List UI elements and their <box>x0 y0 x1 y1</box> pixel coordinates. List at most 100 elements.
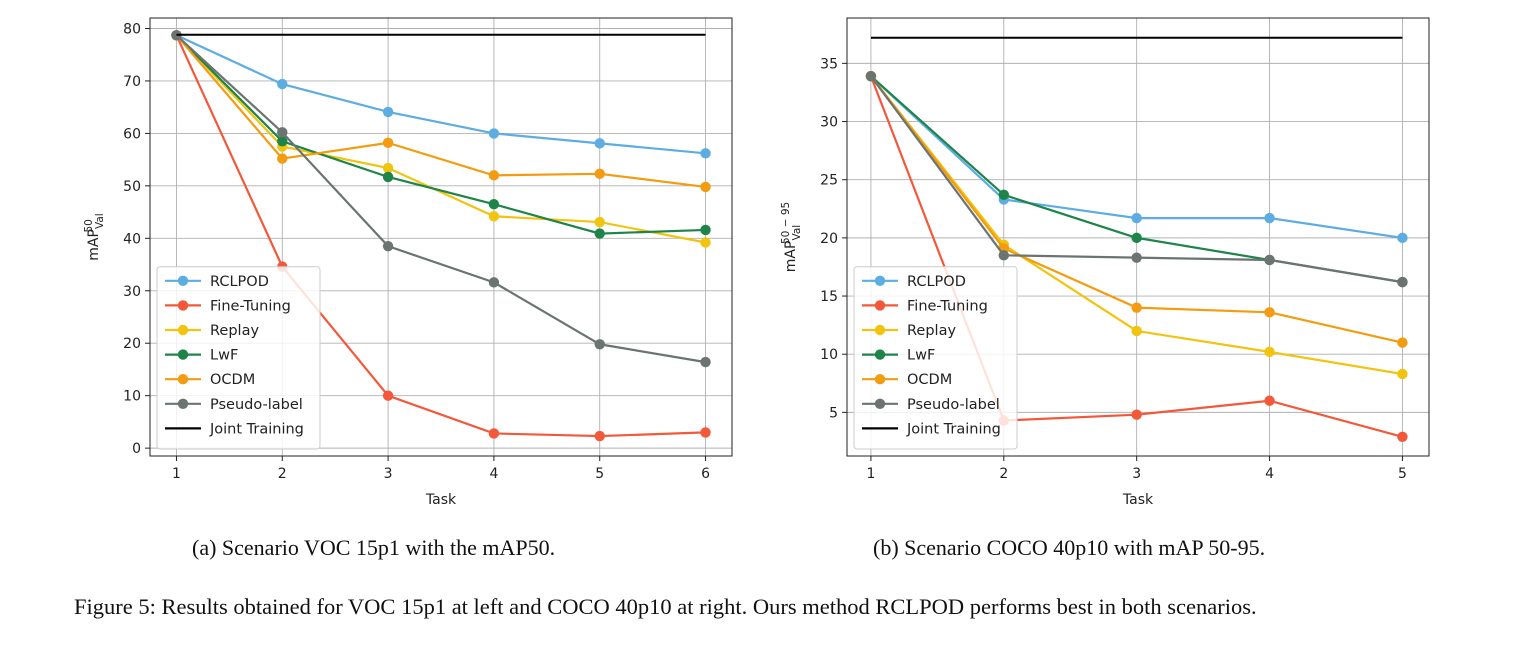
a-series-lwf-point-4 <box>488 199 500 210</box>
a-x-axis-label: Task <box>425 492 457 508</box>
b-y-tick-label-35: 35 <box>820 56 838 72</box>
a-series-lwf-point-2 <box>277 136 288 147</box>
a-series-ocdm-point-4 <box>488 170 500 181</box>
b-legend-ocdm-label: OCDM <box>907 372 952 388</box>
b-legend-lwf-marker <box>874 349 886 360</box>
b-legend-fine-tuning-marker <box>874 300 886 311</box>
a-y-tick-label-20: 20 <box>123 336 141 352</box>
chart-coco-40p10: 1 2 3 4 5 5 10 15 20 25 30 35 Task mAPVal50 − 95 RCLPO… <box>780 17 1430 508</box>
a-series-pseudo-label-point-3 <box>382 240 394 252</box>
b-y-tick-label-30: 30 <box>820 115 838 131</box>
subcaption-a: (a) Scenario VOC 15p1 with the mAP50. <box>192 535 556 560</box>
a-legend-pseudo-label-marker <box>177 398 189 409</box>
b-legend-lwf-label: LwF <box>907 348 935 364</box>
b-y-tick-label-20: 20 <box>820 231 838 247</box>
a-legend-fine-tuning-label: Fine-Tuning <box>210 298 291 314</box>
a-series-rclpod-point-2 <box>277 78 288 90</box>
a-series-rclpod-point-3 <box>382 106 394 118</box>
a-legend-pseudo-label-label: Pseudo-label <box>210 397 303 413</box>
figure-caption: Figure 5: Results obtained for VOC 15p1 … <box>74 594 1257 619</box>
b-series-pseudo-label-point-2 <box>998 250 1009 261</box>
a-series-replay-point-6 <box>700 237 711 248</box>
a-legend-replay-marker <box>177 324 189 336</box>
a-series-lwf-line <box>175 34 706 235</box>
a-series-fine-tuning-point-6 <box>700 427 711 438</box>
a-series-ocdm-point-2 <box>277 153 288 164</box>
b-series-fine-tuning-point-5 <box>1397 431 1408 443</box>
a-series-lwf-point-5 <box>594 228 605 239</box>
a-series-pseudo-label-line <box>175 34 706 364</box>
b-series-pseudo-label-point-4 <box>1264 254 1275 266</box>
b-legend-pseudo-label-label: Pseudo-label <box>907 397 1000 413</box>
b-y-tick-label-5: 5 <box>829 405 838 421</box>
b-y-axis-label: mAPVal50 − 95 <box>780 202 803 272</box>
b-legend-rclpod-label: RCLPOD <box>907 274 966 290</box>
b-series-pseudo-label-point-5 <box>1397 276 1408 288</box>
b-legend-joint-training-label: Joint Training <box>906 421 1001 437</box>
a-series-replay-point-4 <box>488 211 500 222</box>
b-series-ocdm-point-4 <box>1264 307 1275 318</box>
b-legend-ocdm-marker <box>874 374 886 385</box>
a-legend-replay-label: Replay <box>210 323 259 339</box>
a-x-tick-label-2: 2 <box>278 466 287 482</box>
a-series-ocdm-point-5 <box>594 168 605 179</box>
a-series-replay-line <box>175 34 706 244</box>
a-series-pseudo-label-point-2 <box>277 127 288 138</box>
a-y-tick-label-10: 10 <box>123 389 141 405</box>
a-series-replay-point-5 <box>594 216 605 228</box>
b-legend-replay-label: Replay <box>907 323 956 339</box>
chart-voc-15p1: 1 2 3 4 5 601020304050607080TaskmAPVal50RCLPO… <box>83 17 733 508</box>
b-y-tick-label-10: 10 <box>820 347 838 363</box>
a-legend-rclpod-label: RCLPOD <box>210 274 269 290</box>
b-series-rclpod-point-5 <box>1397 232 1408 244</box>
b-series-replay-point-3 <box>1131 325 1142 337</box>
b-x-tick-label-5: 5 <box>1398 466 1407 482</box>
a-y-tick-label-30: 30 <box>123 284 141 300</box>
a-series-fine-tuning-line <box>175 34 706 438</box>
a-x-tick-label-3: 3 <box>384 466 393 482</box>
a-x-tick-label-6: 6 <box>701 466 710 482</box>
subcaption-b: (b) Scenario COCO 40p10 with mAP 50-95. <box>873 535 1266 560</box>
a-series-pseudo-label-point-4 <box>488 277 500 288</box>
a-legend-fine-tuning-marker <box>177 300 189 311</box>
b-y-tick-label-15: 15 <box>820 289 838 305</box>
b-series-pseudo-label-point-1 <box>865 70 877 82</box>
a-series-rclpod-point-4 <box>488 128 500 139</box>
b-x-tick-label-4: 4 <box>1265 466 1274 482</box>
b-series-replay-point-5 <box>1397 368 1408 380</box>
b-x-tick-label-1: 1 <box>866 466 875 482</box>
b-legend-fine-tuning-label: Fine-Tuning <box>907 298 988 314</box>
b-series-rclpod-point-4 <box>1264 212 1275 224</box>
a-series-replay-point-3 <box>382 162 394 174</box>
a-series-pseudo-label-point-5 <box>594 339 605 350</box>
b-series-pseudo-label-point-3 <box>1131 252 1142 263</box>
a-series-lwf-point-6 <box>700 224 711 236</box>
a-x-tick-label-4: 4 <box>489 466 498 482</box>
a-series-lwf-point-3 <box>382 171 394 183</box>
b-series-rclpod-point-3 <box>1131 212 1142 224</box>
a-y-axis-label: mAPVal50 <box>83 213 106 260</box>
a-y-tick-label-40: 40 <box>123 231 141 247</box>
a-legend-ocdm-marker <box>177 374 189 385</box>
b-legend-replay-marker <box>874 324 886 336</box>
b-legend-pseudo-label-marker <box>874 398 886 409</box>
b-x-tick-label-2: 2 <box>999 466 1008 482</box>
b-series-ocdm-point-5 <box>1397 337 1408 348</box>
b-series-fine-tuning-point-3 <box>1131 409 1142 420</box>
a-legend-lwf-label: LwF <box>210 348 238 364</box>
b-series-ocdm-point-3 <box>1131 302 1142 313</box>
b-series-replay-point-4 <box>1264 346 1275 358</box>
a-series-rclpod-point-5 <box>594 138 605 149</box>
b-legend-rclpod-marker <box>874 275 886 286</box>
b-series-lwf-point-3 <box>1131 232 1142 244</box>
b-series-fine-tuning-point-4 <box>1264 395 1275 406</box>
a-y-tick-label-80: 80 <box>123 21 141 37</box>
a-series-pseudo-label-point-6 <box>700 356 711 368</box>
a-x-tick-label-5: 5 <box>595 466 604 482</box>
a-series-fine-tuning-point-3 <box>382 390 394 401</box>
a-series-ocdm-point-3 <box>382 137 394 149</box>
b-plot-frame <box>846 17 1430 457</box>
a-legend-ocdm-label: OCDM <box>210 372 255 388</box>
b-x-axis-label: Task <box>1122 492 1154 508</box>
a-y-tick-label-50: 50 <box>123 179 141 195</box>
